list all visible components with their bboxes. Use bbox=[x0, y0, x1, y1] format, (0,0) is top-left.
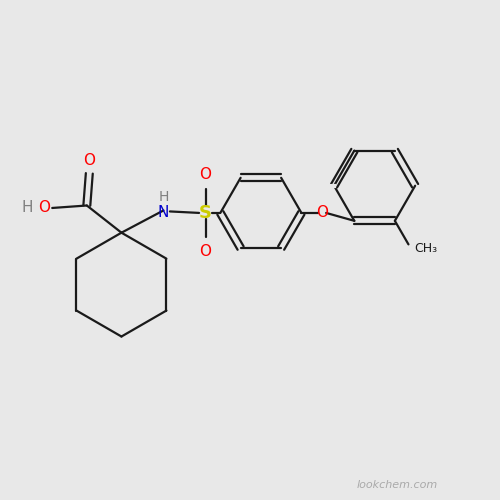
Text: H: H bbox=[22, 200, 34, 216]
Text: O: O bbox=[38, 200, 50, 216]
Text: S: S bbox=[199, 204, 212, 222]
Text: O: O bbox=[200, 167, 211, 182]
Text: lookchem.com: lookchem.com bbox=[356, 480, 438, 490]
Text: CH₃: CH₃ bbox=[414, 242, 438, 255]
Text: N: N bbox=[158, 206, 169, 220]
Text: H: H bbox=[158, 190, 168, 203]
Text: O: O bbox=[84, 154, 96, 168]
Text: O: O bbox=[316, 206, 328, 220]
Text: O: O bbox=[200, 244, 211, 259]
